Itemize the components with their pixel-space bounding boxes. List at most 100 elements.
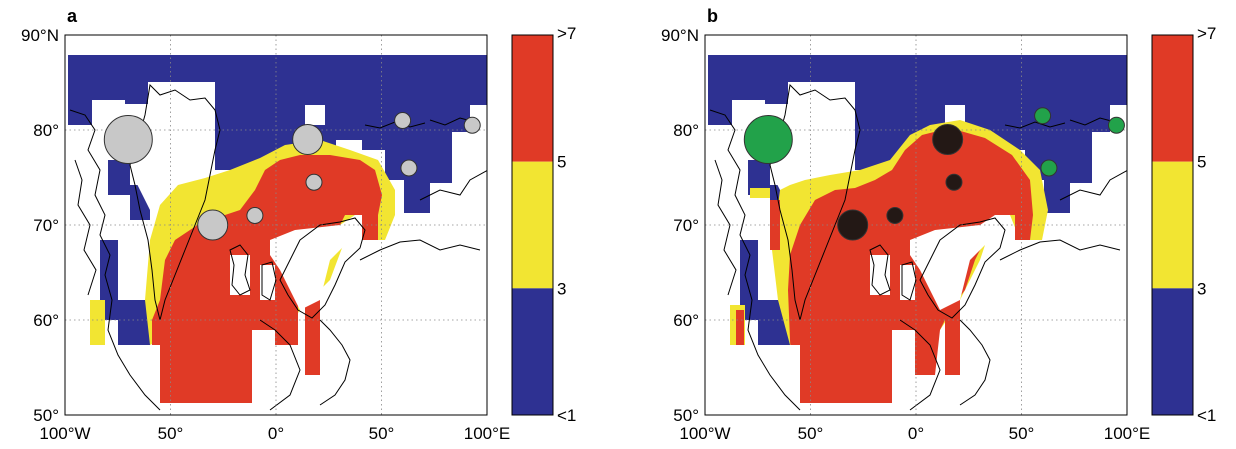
- colorbar-band: [1152, 161, 1193, 289]
- coastline-1: [709, 109, 801, 411]
- landmass-1: [230, 255, 250, 295]
- station-marker: [103, 115, 153, 164]
- x-tick-label: 50°: [1009, 424, 1035, 443]
- coastline-0: [129, 83, 221, 321]
- land-mask-2: [305, 105, 325, 125]
- coastline-4: [261, 261, 277, 301]
- coastline-9: [899, 319, 941, 411]
- y-tick-label: 80°: [673, 121, 699, 140]
- station-marker: [463, 116, 481, 134]
- landmass-5: [892, 330, 915, 403]
- x-tick-label: 0°: [268, 424, 284, 443]
- landmass-3: [960, 235, 1127, 415]
- y-tick-label: 80°: [33, 121, 59, 140]
- landmass-4: [68, 345, 160, 415]
- colorbar-frame: [511, 34, 554, 416]
- map-panel-b: 90°N 80° 70° 60° 50° 100°W 50° 0° 50° 100°E b >7 5 3 <…: [640, 0, 1236, 449]
- coastline-5: [919, 217, 1006, 319]
- arctic-band: [68, 55, 487, 213]
- map-figure-a: 90°N80°70°60°50°100°W 50° 0° 50° 100°Ea>753<…: [21, 6, 576, 443]
- hudson-red-patch: [736, 310, 744, 370]
- colorbar-label: 3: [557, 279, 566, 298]
- station-marker: [197, 209, 229, 241]
- hudson-yellow-patch: [90, 300, 105, 345]
- colorbar-band: [1152, 35, 1193, 162]
- colorbar-label: >7: [557, 24, 576, 43]
- station-marker: [837, 209, 869, 241]
- panel-label: a: [67, 6, 78, 26]
- landmass-0: [270, 215, 362, 310]
- landmass-0: [910, 215, 1002, 310]
- map-frame: [64, 34, 488, 416]
- colorbar-label: <1: [557, 406, 576, 425]
- hudson-region: [740, 240, 790, 345]
- southern-red-patch: [278, 300, 298, 345]
- colorbar-frame: [1151, 34, 1194, 416]
- coastline-6: [959, 319, 991, 406]
- landmass-5: [252, 330, 275, 403]
- station-marker: [932, 124, 964, 155]
- colorbar-label: <1: [1197, 406, 1216, 425]
- colorbar-label: 5: [1197, 153, 1206, 172]
- colorbar-band: [1152, 288, 1193, 415]
- x-tick-label: 100°E: [1104, 424, 1151, 443]
- y-tick-label: 60°: [673, 311, 699, 330]
- landmass-1: [870, 255, 890, 295]
- baffin-region: [708, 104, 732, 125]
- station-marker: [305, 173, 323, 191]
- landmass-2: [260, 265, 275, 300]
- coastline-8: [419, 169, 487, 201]
- map-figure-b: 90°N80°70°60°50°100°W 50° 0° 50° 100°Eb>753<…: [661, 6, 1216, 443]
- x-tick-label: 50°: [158, 424, 184, 443]
- station-marker: [394, 112, 412, 129]
- labrador-yellow-patch: [750, 188, 770, 198]
- station-markers: [103, 112, 481, 241]
- coastline-7: [999, 239, 1121, 261]
- coastline-5: [279, 217, 366, 319]
- y-tick-label: 90°N: [661, 26, 699, 45]
- landmass-2: [900, 265, 915, 300]
- colorbar-label: 3: [1197, 279, 1206, 298]
- station-marker: [1107, 116, 1125, 134]
- coastline-7: [359, 239, 481, 261]
- station-marker: [945, 173, 963, 191]
- coastline-6: [319, 319, 351, 406]
- y-tick-label: 70°: [673, 216, 699, 235]
- station-marker: [1034, 107, 1052, 125]
- x-tick-label: 100°E: [464, 424, 511, 443]
- colorbar-label: 5: [557, 153, 566, 172]
- x-tick-label: 100°W: [39, 424, 90, 443]
- baltic-red-patch: [305, 300, 320, 375]
- station-markers: [743, 107, 1125, 241]
- coastline-4: [901, 261, 917, 301]
- coastline-8: [1059, 169, 1127, 201]
- coastline-11: [1069, 117, 1116, 126]
- colorbar-band: [512, 35, 553, 162]
- coastline-9: [259, 319, 301, 411]
- sea-field-layer: [68, 55, 487, 415]
- station-marker: [246, 207, 264, 224]
- baffin-region: [68, 104, 92, 125]
- y-tick-label: 60°: [33, 311, 59, 330]
- coastline-1: [69, 109, 161, 411]
- colorbar-band: [512, 161, 553, 289]
- y-tick-label: 50°: [673, 406, 699, 425]
- x-tick-label: 50°: [798, 424, 824, 443]
- southern-red-patch: [918, 300, 938, 345]
- coastline-10: [1004, 121, 1066, 129]
- station-marker: [1040, 159, 1058, 177]
- landmass-4: [708, 345, 800, 415]
- y-tick-label: 90°N: [21, 26, 59, 45]
- station-marker: [743, 115, 793, 164]
- station-marker: [292, 124, 324, 155]
- coastline-3: [229, 244, 251, 296]
- labrador-red-patch: [770, 200, 780, 250]
- hudson-region: [100, 240, 150, 345]
- gridlines: [65, 35, 487, 415]
- map-frame: [704, 34, 1128, 416]
- y-tick-label: 70°: [33, 216, 59, 235]
- coastline-2: [714, 159, 737, 296]
- station-marker: [886, 207, 904, 224]
- x-tick-label: 100°W: [679, 424, 730, 443]
- landmass-3: [320, 235, 487, 415]
